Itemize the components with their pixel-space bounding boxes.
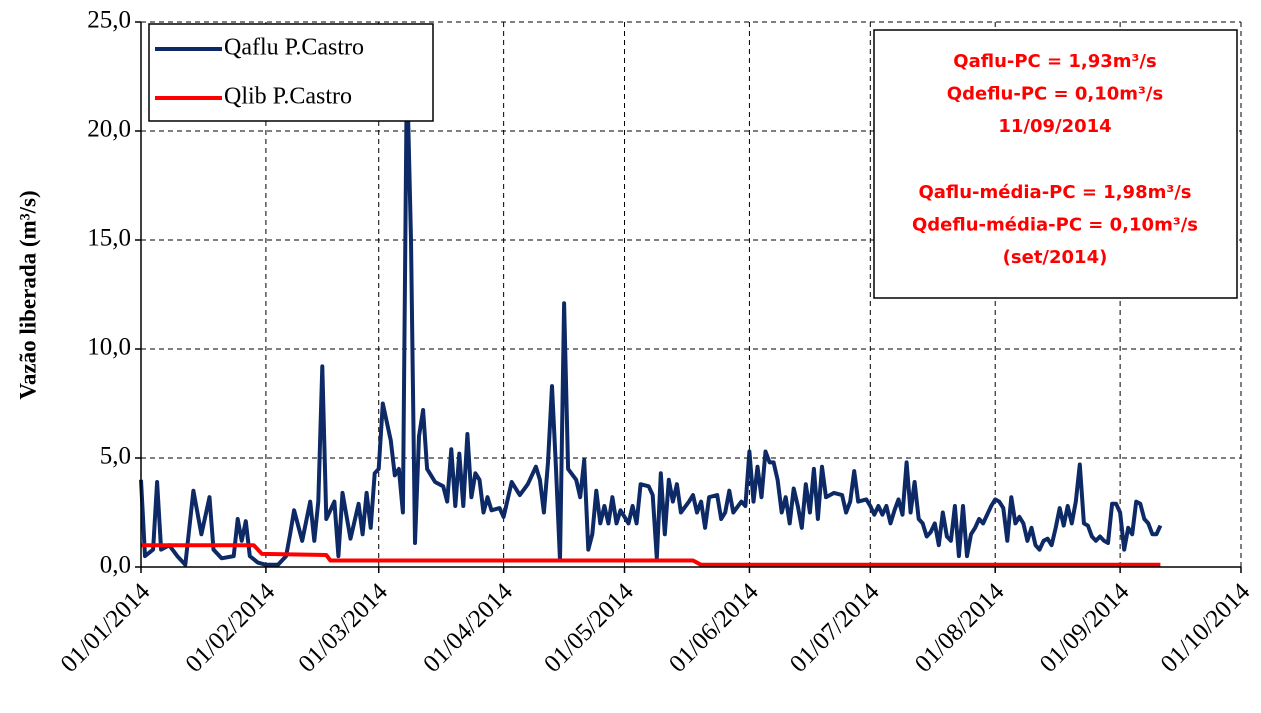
y-tick-label: 25,0	[87, 7, 131, 34]
annotation: 11/09/2014	[998, 116, 1111, 137]
data-line	[139, 63, 1163, 567]
annotation: Qdeflu-média-PC = 0,10m³/s	[912, 215, 1198, 236]
y-tick-label: 0,0	[100, 552, 131, 579]
annotation: Qdeflu-PC = 0,10m³/s	[947, 84, 1163, 105]
legend-box	[148, 23, 434, 122]
annotation: (set/2014)	[1003, 247, 1108, 268]
y-tick-label: 5,0	[100, 443, 131, 470]
annotation: Qaflu-PC = 1,93m³/s	[953, 51, 1156, 72]
annotation: Qaflu-média-PC = 1,98m³/s	[918, 182, 1191, 203]
legend-label: Qlib P.Castro	[224, 84, 352, 110]
y-tick-label: 15,0	[87, 225, 131, 252]
annotation-box	[873, 29, 1238, 299]
y-tick-label: 10,0	[87, 334, 131, 361]
y-axis-label: Vazão liberada (m³/s)	[15, 190, 40, 399]
data-line	[141, 543, 1161, 567]
legend-label: Qaflu P.Castro	[224, 35, 364, 61]
y-tick-label: 20,0	[87, 116, 131, 143]
